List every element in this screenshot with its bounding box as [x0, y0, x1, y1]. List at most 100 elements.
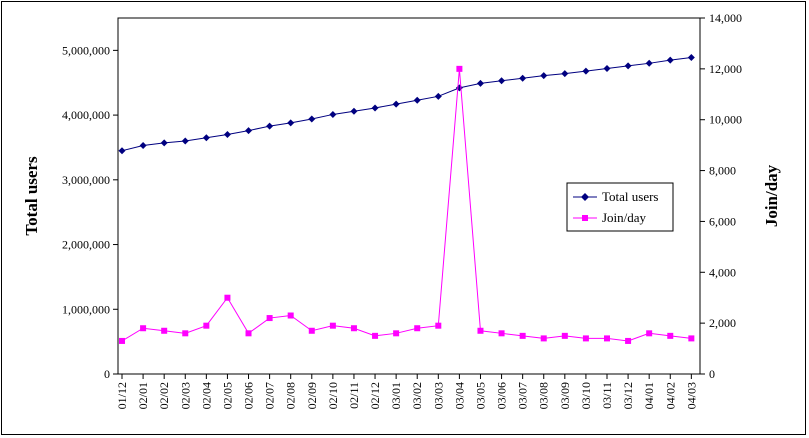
right-y-tick-label: 14,000 [709, 11, 742, 25]
right-y-tick-label: 0 [709, 367, 715, 381]
data-point-join-day [456, 65, 463, 72]
x-tick-label: 03/12 [621, 382, 635, 409]
x-tick-label: 03/08 [537, 382, 551, 409]
x-tick-label: 03/04 [452, 382, 466, 409]
data-point-join-day [688, 335, 695, 342]
left-y-axis: 0 1,000,000 2,000,000 3,000,000 4,000,000 5,0… [62, 43, 118, 381]
data-point-total-users [540, 72, 548, 80]
x-tick-label: 03/11 [600, 382, 614, 409]
data-point-total-users [329, 110, 337, 118]
legend-label-total-users: Total users [602, 189, 659, 204]
x-tick-label: 04/03 [684, 382, 698, 409]
right-y-tick-label: 10,000 [709, 113, 742, 127]
data-point-total-users [624, 62, 632, 70]
x-tick-label: 01/12 [115, 382, 129, 409]
x-tick-label: 02/12 [368, 382, 382, 409]
data-point-total-users [202, 134, 210, 142]
data-point-total-users [519, 74, 527, 82]
data-point-join-day [308, 327, 315, 334]
x-tick-label: 02/06 [242, 382, 256, 409]
data-point-total-users [266, 122, 274, 130]
data-point-join-day [540, 335, 547, 342]
legend: Total users Join/day [566, 182, 674, 232]
left-y-tick-label: 3,000,000 [62, 173, 110, 187]
x-tick-label: 02/03 [178, 382, 192, 409]
data-point-join-day [245, 330, 252, 337]
data-point-join-day [604, 335, 610, 342]
data-point-total-users [666, 56, 674, 64]
data-point-total-users [561, 70, 569, 78]
series-line-total-users [121, 56, 692, 152]
x-tick-label: 03/02 [410, 382, 424, 409]
x-tick-label: 02/08 [284, 382, 298, 409]
x-tick-label: 03/05 [473, 382, 487, 409]
data-point-total-users [392, 100, 400, 108]
right-y-tick-label: 2,000 [709, 316, 736, 330]
x-tick-label: 03/10 [579, 382, 593, 409]
x-tick-label: 02/02 [157, 382, 171, 409]
right-y-axis-title: Join/day [762, 164, 781, 227]
data-point-total-users [160, 139, 168, 147]
plot-border [117, 17, 701, 375]
x-tick-label: 03/09 [558, 382, 572, 409]
right-y-tick-label: 12,000 [709, 62, 742, 76]
series-layer [118, 53, 695, 344]
data-point-join-day [498, 330, 505, 337]
data-point-total-users [434, 92, 442, 100]
data-point-total-users [181, 137, 189, 145]
data-point-total-users [139, 142, 147, 150]
data-point-join-day [161, 327, 168, 334]
right-y-tick-label: 8,000 [709, 164, 736, 178]
data-point-join-day [667, 332, 674, 339]
data-point-total-users [413, 96, 421, 104]
data-point-join-day [561, 332, 568, 339]
data-point-join-day [140, 325, 147, 332]
series-line-join-day [121, 68, 692, 342]
x-tick-label: 03/06 [495, 382, 509, 409]
data-point-join-day [477, 327, 484, 334]
left-y-tick-label: 5,000,000 [62, 43, 110, 57]
data-point-total-users [245, 127, 253, 135]
legend-label-join-per-day: Join/day [602, 210, 647, 225]
right-y-tick-label: 6,000 [709, 214, 736, 228]
x-tick-label: 04/02 [663, 382, 677, 409]
data-point-join-day [519, 332, 526, 339]
x-axis: 01/12 02/01 02/02 02/03 02/04 02/05 02/06 02/07… [115, 374, 698, 409]
x-tick-label: 03/07 [516, 382, 530, 409]
left-y-tick-label: 0 [104, 367, 110, 381]
data-point-join-day [287, 312, 294, 319]
data-point-join-day [224, 294, 231, 301]
data-point-total-users [582, 67, 590, 75]
right-y-axis: 0 2,000 4,000 6,000 8,000 10,000 12,000 14,000 [700, 11, 742, 381]
data-point-join-day [414, 325, 421, 332]
data-point-join-day [203, 322, 210, 329]
data-point-total-users [223, 131, 231, 139]
x-tick-label: 04/01 [642, 382, 656, 409]
data-point-join-day [266, 315, 273, 322]
data-point-total-users [645, 59, 653, 67]
x-tick-label: 02/07 [263, 382, 277, 409]
data-point-total-users [371, 104, 379, 112]
data-point-total-users [287, 119, 295, 127]
left-y-axis-title: Total users [22, 156, 41, 236]
data-point-total-users [455, 84, 463, 92]
x-tick-label: 02/11 [347, 382, 361, 409]
legend-marker-total-users [581, 193, 589, 201]
data-point-join-day [646, 330, 653, 337]
data-point-join-day [182, 330, 189, 337]
data-point-total-users [350, 107, 358, 115]
data-point-join-day [582, 335, 589, 342]
data-point-total-users [308, 115, 316, 123]
x-tick-label: 02/09 [305, 382, 319, 409]
left-y-tick-label: 4,000,000 [62, 108, 110, 122]
data-point-join-day [393, 330, 400, 337]
right-y-tick-label: 4,000 [709, 265, 736, 279]
data-point-join-day [625, 337, 632, 344]
plot-area [117, 17, 701, 375]
x-tick-label: 02/05 [220, 382, 234, 409]
data-point-join-day [329, 322, 336, 329]
data-point-total-users [498, 77, 506, 85]
x-tick-label: 03/01 [389, 382, 403, 409]
